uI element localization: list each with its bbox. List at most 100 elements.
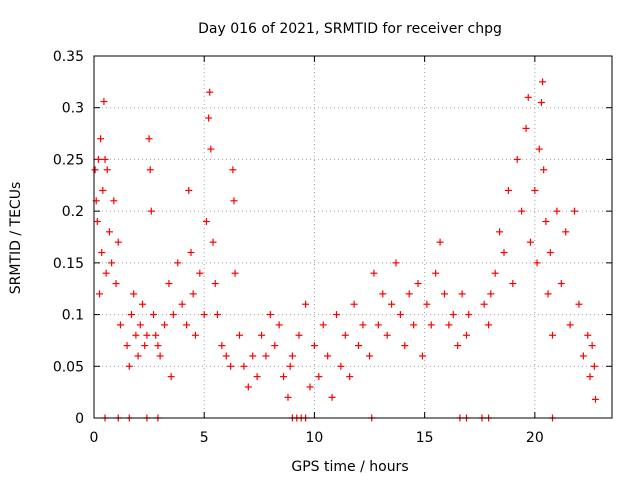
y-tick-label: 0.05 — [53, 359, 84, 375]
data-point — [557, 280, 565, 288]
data-point — [509, 280, 517, 288]
data-point — [548, 331, 556, 339]
data-point — [324, 352, 332, 360]
data-point — [94, 155, 102, 163]
data-point — [414, 280, 422, 288]
data-point — [91, 166, 99, 174]
data-point — [546, 249, 554, 257]
data-point — [231, 269, 239, 277]
data-point — [235, 331, 243, 339]
data-point — [288, 352, 296, 360]
data-point — [152, 331, 160, 339]
data-point — [105, 228, 113, 236]
data-point — [423, 300, 431, 308]
data-point — [174, 259, 182, 267]
data-point — [185, 186, 193, 194]
data-point — [108, 259, 116, 267]
data-point — [229, 166, 237, 174]
data-point — [161, 321, 169, 329]
data-point — [271, 342, 279, 350]
data-point — [531, 186, 539, 194]
x-tick-label: 10 — [306, 430, 324, 446]
data-point — [410, 321, 418, 329]
data-point — [275, 321, 283, 329]
data-point — [165, 280, 173, 288]
data-point — [207, 145, 215, 153]
data-point — [295, 331, 303, 339]
data-point — [200, 311, 208, 319]
data-point — [584, 331, 592, 339]
y-tick-label: 0.2 — [62, 204, 84, 220]
data-point — [370, 269, 378, 277]
y-tick-label: 0.25 — [53, 152, 84, 168]
data-point — [125, 362, 133, 370]
data-point — [230, 197, 238, 205]
data-point — [396, 311, 404, 319]
data-point — [392, 259, 400, 267]
data-point — [205, 114, 213, 122]
data-point — [146, 166, 154, 174]
x-tick-label: 5 — [200, 430, 209, 446]
data-point — [191, 331, 199, 339]
data-point — [240, 362, 248, 370]
data-point — [98, 249, 106, 257]
data-point — [209, 238, 217, 246]
x-tick-label: 20 — [526, 430, 544, 446]
data-point — [350, 300, 358, 308]
data-point — [571, 207, 579, 215]
y-tick-label: 0.1 — [62, 308, 84, 324]
data-point — [454, 342, 462, 350]
data-point — [284, 393, 292, 401]
data-point — [465, 311, 473, 319]
data-point — [533, 259, 541, 267]
data-point — [355, 342, 363, 350]
data-point — [526, 238, 534, 246]
data-point — [388, 300, 396, 308]
data-point — [116, 321, 124, 329]
data-point — [306, 383, 314, 391]
data-point — [99, 186, 107, 194]
x-axis-label: GPS time / hours — [291, 459, 408, 475]
data-point — [480, 300, 488, 308]
data-point — [518, 207, 526, 215]
data-point — [383, 331, 391, 339]
data-point — [169, 311, 177, 319]
data-point — [132, 331, 140, 339]
axis-ticks: 0 0.05 0.1 0.15 0.2 0.25 0.3 0.35 0 5 10 15 20 — [53, 49, 612, 446]
data-point — [405, 290, 413, 298]
data-point — [432, 269, 440, 277]
data-point — [96, 290, 104, 298]
data-point — [97, 135, 105, 143]
x-tick-label: 15 — [416, 430, 434, 446]
data-point — [258, 331, 266, 339]
data-point — [590, 362, 598, 370]
data-point — [206, 88, 214, 96]
data-point — [458, 290, 466, 298]
data-point — [141, 342, 149, 350]
data-point — [286, 362, 294, 370]
data-point — [504, 186, 512, 194]
data-point — [167, 373, 175, 381]
data-point — [535, 145, 543, 153]
data-point — [524, 93, 532, 101]
data-point — [449, 311, 457, 319]
plot-frame — [93, 55, 613, 419]
data-point — [566, 321, 574, 329]
data-point — [100, 98, 108, 106]
data-point — [332, 311, 340, 319]
data-point — [491, 269, 499, 277]
data-point — [588, 342, 596, 350]
data-point — [513, 155, 521, 163]
y-tick-label: 0.15 — [53, 256, 84, 272]
data-point — [500, 249, 508, 257]
data-point — [154, 342, 162, 350]
data-point — [101, 155, 109, 163]
data-point — [537, 99, 545, 107]
data-point — [586, 373, 594, 381]
data-point — [341, 331, 349, 339]
data-point — [328, 393, 336, 401]
data-point — [123, 342, 131, 350]
data-point — [138, 300, 146, 308]
data-point — [366, 352, 374, 360]
